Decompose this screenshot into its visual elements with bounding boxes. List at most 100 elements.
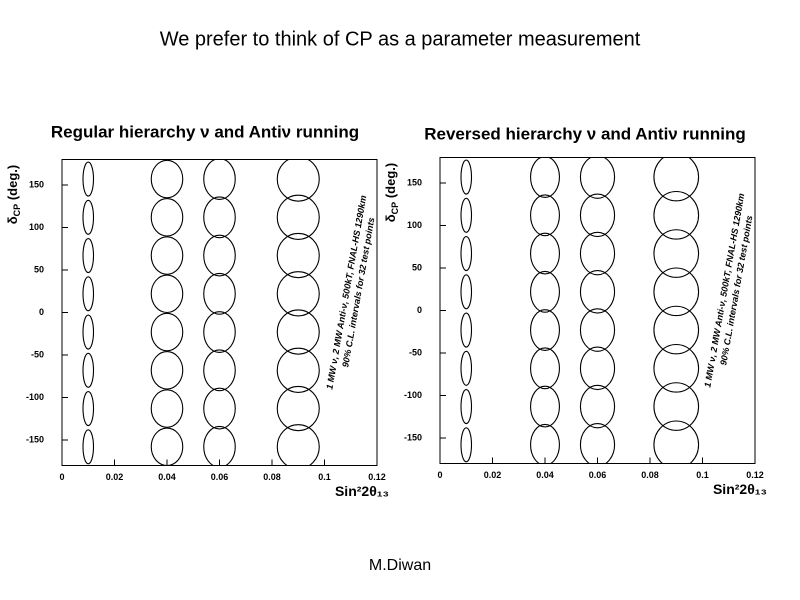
y-tick-label: 100 [29, 222, 44, 232]
chart: Reversed hierarchy ν and Antiν running -1… [383, 124, 767, 497]
ci-ellipse [579, 269, 616, 314]
y-tick-label: -100 [404, 390, 422, 400]
chart-title: Regular hierarchy ν and Antiν running [51, 122, 359, 141]
ci-ellipse [579, 193, 616, 238]
ci-ellipse [276, 159, 320, 202]
ci-ellipse [530, 270, 560, 313]
y-tick-label: 100 [407, 220, 422, 230]
x-tick-label: 0 [437, 470, 442, 480]
ci-ellipse [150, 389, 184, 428]
ci-ellipse [460, 388, 473, 425]
ci-ellipse [653, 190, 700, 240]
ci-ellipse [276, 271, 320, 317]
ci-ellipse [276, 232, 320, 279]
ci-ellipse [460, 427, 473, 463]
y-tick-label: 0 [39, 307, 44, 317]
ci-ellipse [150, 427, 184, 466]
ci-ellipse [150, 312, 184, 352]
x-tick-label: 0.08 [641, 470, 659, 480]
ci-ellipse [460, 197, 473, 233]
x-tick-label: 0.12 [368, 472, 386, 482]
slide-title: We prefer to think of CP as a parameter … [160, 28, 641, 50]
ci-ellipse [82, 199, 95, 235]
x-tick-label: 0.04 [158, 472, 176, 482]
x-tick-label: 0 [59, 472, 64, 482]
author: M.Diwan [369, 557, 431, 574]
y-tick-label: -50 [31, 349, 44, 359]
ci-ellipse [579, 157, 616, 199]
x-tick-label: 0.1 [318, 472, 331, 482]
y-tick-label: 0 [417, 305, 422, 315]
y-tick-label: -50 [409, 347, 422, 357]
ci-ellipse [203, 425, 236, 466]
y-label-part: CP [12, 204, 22, 217]
x-tick-label: 0.02 [106, 472, 124, 482]
ci-ellipse [276, 347, 320, 393]
ci-ellipse [203, 387, 236, 430]
ci-ellipse [653, 267, 700, 317]
x-tick-label: 0.02 [484, 470, 502, 480]
x-tick-label: 0.12 [746, 470, 764, 480]
ci-ellipse [530, 423, 560, 464]
ci-ellipse [276, 194, 320, 240]
ci-ellipse [203, 272, 236, 315]
ci-ellipse [653, 382, 700, 431]
ci-ellipse [530, 157, 560, 198]
ci-ellipse [203, 196, 236, 239]
y-axis-label: δCP (deg.) [5, 165, 22, 224]
y-tick-label: 50 [412, 262, 422, 272]
ci-ellipse [579, 308, 616, 352]
ci-ellipse [460, 236, 473, 272]
ci-ellipse [460, 274, 473, 310]
ci-ellipse [530, 232, 560, 275]
ci-ellipse [530, 194, 560, 237]
ci-ellipse [653, 420, 700, 464]
ellipse-group [460, 157, 700, 464]
ci-ellipse [150, 198, 184, 237]
plot-frame [439, 157, 756, 464]
y-label-part: CP [390, 202, 400, 215]
ci-ellipse [203, 159, 236, 200]
ci-ellipse [150, 351, 184, 390]
x-axis-label: Sin²2θ₁₃ [335, 483, 389, 499]
chart-title: Reversed hierarchy ν and Antiν running [424, 124, 746, 143]
y-label-part: δ [383, 214, 398, 222]
y-tick-label: 50 [34, 264, 44, 274]
ci-ellipse [82, 429, 95, 465]
ci-ellipse [653, 343, 700, 393]
ci-ellipse [276, 424, 320, 466]
x-tick-label: 0.04 [536, 470, 554, 480]
x-tick-label: 0.06 [589, 470, 607, 480]
ci-ellipse [150, 159, 184, 199]
ci-ellipse [276, 385, 320, 432]
ci-ellipse [530, 309, 560, 351]
ci-ellipse [82, 390, 95, 427]
plot-frame [61, 159, 378, 466]
ci-ellipse [579, 423, 616, 464]
ci-ellipse [460, 159, 473, 195]
ci-ellipse [579, 346, 616, 391]
x-tick-label: 0.06 [211, 472, 229, 482]
ci-ellipse [276, 309, 320, 355]
y-label-part: δ [5, 216, 20, 224]
ci-ellipse [530, 385, 560, 428]
y-tick-label: -150 [404, 432, 422, 442]
y-axis-label: δCP (deg.) [383, 163, 400, 222]
y-tick-label: 150 [29, 179, 44, 189]
chart: Regular hierarchy ν and Antiν running -15… [5, 122, 389, 499]
ellipse-group [82, 159, 320, 466]
ci-ellipse [579, 231, 616, 276]
y-label-part: (deg.) [383, 163, 398, 202]
x-axis-label: Sin²2θ₁₃ [713, 481, 767, 497]
ci-ellipse [82, 314, 95, 350]
y-label-part: (deg.) [5, 165, 20, 204]
y-tick-label: 150 [407, 177, 422, 187]
ci-ellipse [82, 161, 95, 197]
ci-ellipse [530, 347, 560, 390]
ci-ellipse [150, 236, 184, 275]
ci-ellipse [203, 234, 236, 277]
ci-ellipse [653, 305, 700, 355]
x-tick-label: 0.1 [696, 470, 709, 480]
ci-ellipse [82, 238, 95, 274]
